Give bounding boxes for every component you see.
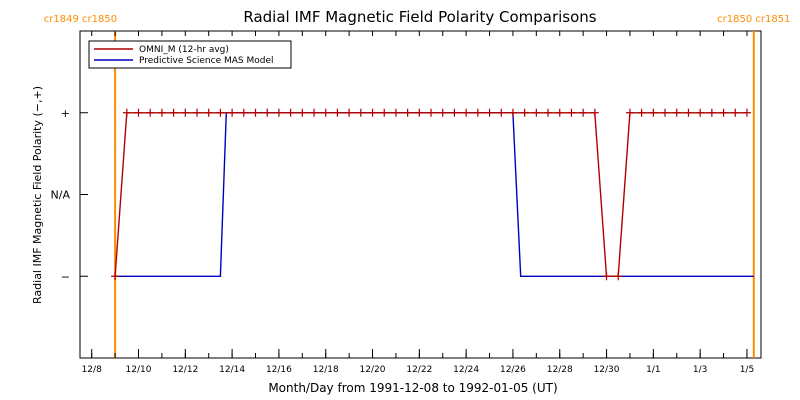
y-tick-label: − <box>61 270 70 283</box>
series-point <box>602 272 611 281</box>
series-point <box>450 108 459 117</box>
series-point <box>298 108 307 117</box>
x-tick-label: 1/5 <box>740 365 754 375</box>
series-point <box>579 108 588 117</box>
x-tick-label: 12/18 <box>313 365 339 375</box>
x-tick-label: 12/8 <box>82 365 102 375</box>
series-point <box>544 108 553 117</box>
series-point <box>520 108 529 117</box>
series-point <box>251 108 260 117</box>
series-point <box>157 108 166 117</box>
x-tick-label: 12/20 <box>360 365 386 375</box>
series-layer <box>111 108 754 281</box>
y-tick-label: N/A <box>51 189 71 202</box>
series-point <box>380 108 389 117</box>
legend-box <box>88 40 292 69</box>
rotation-markers: cr1849 cr1850 cr1850 cr1851 <box>44 14 790 358</box>
x-tick-label: 12/10 <box>126 365 152 375</box>
y-axis: + N/A − <box>51 107 88 283</box>
series-point <box>146 108 155 117</box>
series-point <box>228 108 237 117</box>
x-tick-label: 12/22 <box>406 365 432 375</box>
series-point <box>403 108 412 117</box>
series-point <box>310 108 319 117</box>
x-tick-label: 12/24 <box>453 365 479 375</box>
series-point <box>415 108 424 117</box>
x-tick-label: 12/14 <box>219 365 245 375</box>
series-point <box>614 272 623 281</box>
series-point <box>391 108 400 117</box>
x-tick-label: 12/28 <box>547 365 573 375</box>
x-tick-label: 1/1 <box>646 365 660 375</box>
series-point <box>204 108 213 117</box>
series-point <box>216 108 225 117</box>
series-point <box>555 108 564 117</box>
series-point <box>731 108 740 117</box>
series-point <box>368 108 377 117</box>
series-point <box>684 108 693 117</box>
x-axis-label: Month/Day from 1991-12-08 to 1992-01-05 … <box>268 381 557 395</box>
legend: OMNI_M (12-hr avg)Predictive Science MAS… <box>88 40 292 69</box>
series-point <box>485 108 494 117</box>
series-point <box>462 108 471 117</box>
series-point <box>508 108 517 117</box>
series-point <box>473 108 482 117</box>
series-point <box>193 108 202 117</box>
series-point <box>719 108 728 117</box>
series-point <box>333 108 342 117</box>
series-point <box>532 108 541 117</box>
rotation-marker-label: cr1849 cr1850 <box>44 14 117 25</box>
series-line <box>114 112 747 277</box>
series-point <box>321 108 330 117</box>
series-point <box>111 272 120 281</box>
series-point <box>427 108 436 117</box>
series-point <box>263 108 272 117</box>
series-point <box>345 108 354 117</box>
rotation-marker-label: cr1850 cr1851 <box>717 14 790 25</box>
series-point <box>696 108 705 117</box>
x-tick-label: 12/12 <box>172 365 198 375</box>
series-point <box>169 108 178 117</box>
series-point <box>274 108 283 117</box>
series-point <box>239 108 248 117</box>
y-tick-label: + <box>61 107 70 120</box>
series-point <box>286 108 295 117</box>
legend-label: OMNI_M (12-hr avg) <box>139 45 229 55</box>
series-point <box>625 108 634 117</box>
series-point <box>637 108 646 117</box>
series-point <box>649 108 658 117</box>
plot-frame <box>79 30 762 359</box>
series-point <box>742 108 751 117</box>
series-point <box>672 108 681 117</box>
series-line <box>115 112 754 277</box>
series-point <box>356 108 365 117</box>
x-tick-label: 1/3 <box>693 365 707 375</box>
series-point <box>181 108 190 117</box>
series-point <box>590 108 599 117</box>
x-tick-label: 12/16 <box>266 365 292 375</box>
x-axis: 12/8 12/10 12/12 12/14 12/16 12/18 12/20 12/22 1… <box>82 31 754 375</box>
series-point <box>707 108 716 117</box>
series-point <box>661 108 670 117</box>
series-point <box>122 108 131 117</box>
x-tick-label: 12/26 <box>500 365 526 375</box>
legend-label: Predictive Science MAS Model <box>139 56 274 66</box>
series-point <box>438 108 447 117</box>
x-tick-label: 12/30 <box>594 365 620 375</box>
chart-title: Radial IMF Magnetic Field Polarity Compa… <box>243 8 596 26</box>
series-point <box>567 108 576 117</box>
y-axis-label: Radial IMF Magnetic Field Polarity (−,+) <box>31 86 44 304</box>
series-point <box>134 108 143 117</box>
series-point <box>497 108 506 117</box>
